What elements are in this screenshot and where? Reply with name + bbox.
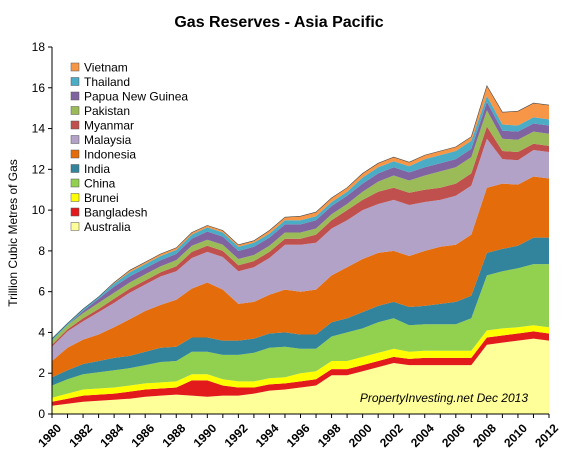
legend-swatch (70, 62, 80, 72)
x-tick-labels: 1980 1982 1984 1986 1988 1990 1992 1994 1996 1998… (35, 421, 561, 450)
legend-label: Myanmar (84, 119, 134, 133)
legend-item-malaysia: Malaysia (70, 133, 132, 147)
x-tick-label: 1986 (128, 421, 157, 450)
x-tick-label: 1994 (253, 421, 282, 450)
y-tick-label: 4 (38, 325, 45, 339)
x-tick-label: 1988 (160, 421, 189, 450)
legend-item-pakistan: Pakistan (70, 104, 130, 118)
x-tick-label: 2004 (408, 421, 437, 450)
legend-item-australia: Australia (70, 220, 131, 234)
legend-item-indonesia: Indonesia (70, 148, 136, 162)
legend-label: Thailand (84, 75, 130, 89)
legend-swatch (70, 135, 80, 144)
x-tick-label: 1980 (35, 421, 64, 450)
x-tick-label: 2006 (439, 421, 468, 450)
total-outline (51, 84, 550, 339)
legend-label: Vietnam (84, 61, 128, 75)
legend-label: Papua New Guinea (84, 90, 188, 104)
legend-item-india: India (70, 162, 110, 176)
legend-item-bangladesh: Bangladesh (70, 206, 147, 220)
legend-swatch (70, 120, 80, 130)
area-australia (52, 338, 549, 414)
axes (48, 46, 550, 418)
legend-label: Malaysia (84, 133, 132, 147)
legend-swatch (70, 91, 80, 101)
x-tick-label: 2010 (501, 421, 530, 450)
y-axis-label: Trillion Cubic Metres of Gas (6, 159, 20, 307)
x-tick-label: 2008 (470, 421, 499, 450)
source-annotation: PropertyInvesting.net Dec 2013 (360, 391, 528, 405)
legend-label: India (84, 162, 110, 176)
legend-label: Pakistan (84, 104, 130, 118)
area-malaysia (52, 138, 549, 361)
y-tick-label: 12 (32, 162, 46, 176)
x-tick-label: 1990 (191, 421, 220, 450)
area-bangladesh (52, 331, 549, 406)
legend-swatch (70, 164, 80, 173)
legend-swatch (70, 77, 80, 86)
area-thailand (52, 95, 549, 341)
legend-item-papua-new-guinea: Papua New Guinea (70, 90, 188, 104)
legend-item-china: China (70, 177, 116, 191)
stacked-areas (51, 84, 550, 414)
area-brunei (52, 325, 549, 402)
area-indonesia (52, 176, 549, 378)
y-tick-label: 2 (38, 366, 45, 380)
legend-label: China (84, 177, 116, 191)
x-tick-label: 2002 (377, 421, 406, 450)
y-tick-label: 18 (32, 40, 46, 54)
chart-title: Gas Reserves - Asia Pacific (174, 14, 383, 31)
x-tick-label: 1984 (97, 421, 126, 450)
legend-label: Australia (84, 220, 131, 234)
y-tick-label: 10 (32, 203, 46, 217)
legend-item-thailand: Thailand (70, 75, 130, 89)
x-tick-label: 1998 (315, 421, 344, 450)
y-tick-label: 16 (32, 81, 46, 95)
legend-swatch (70, 222, 80, 231)
y-tick-label: 6 (38, 285, 45, 299)
y-tick-label: 14 (32, 122, 46, 136)
legend-swatch (70, 106, 80, 115)
legend-label: Brunei (84, 191, 119, 205)
legend-label: Bangladesh (84, 206, 147, 220)
x-tick-label: 1996 (284, 421, 313, 450)
legend-swatch (70, 193, 80, 202)
area-india (52, 237, 549, 386)
y-tick-label: 0 (38, 407, 45, 421)
legend-swatch (70, 178, 80, 188)
legend-item-brunei: Brunei (70, 191, 119, 205)
x-tick-label: 1982 (66, 421, 95, 450)
area-papua-new-guinea (52, 102, 549, 341)
x-tick-label: 2000 (346, 421, 375, 450)
legend-label: Indonesia (84, 148, 136, 162)
x-tick-label: 2012 (532, 421, 561, 450)
y-tick-label: 8 (38, 244, 45, 258)
area-pakistan (52, 110, 549, 345)
legend-item-myanmar: Myanmar (70, 119, 134, 133)
area-myanmar (52, 126, 549, 347)
legend-item-vietnam: Vietnam (70, 61, 128, 75)
legend-swatch (70, 207, 80, 217)
area-vietnam (52, 85, 549, 339)
y-tick-labels: 0 2 4 6 8 10 12 14 16 18 (32, 40, 46, 421)
legend-swatch (70, 149, 80, 159)
x-tick-label: 1992 (222, 421, 251, 450)
area-china (52, 264, 549, 398)
